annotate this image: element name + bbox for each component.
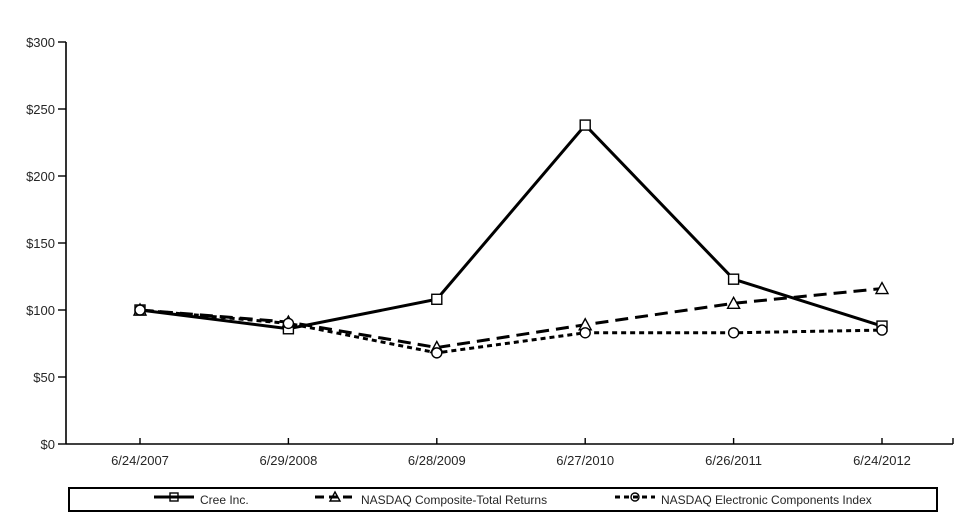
series-circle — [134, 304, 888, 359]
x-tick-label: 6/29/2008 — [259, 453, 317, 468]
circle-marker-icon — [134, 304, 146, 316]
square-marker-icon — [579, 119, 591, 131]
series-square — [134, 119, 888, 335]
y-tick-label: $0 — [41, 437, 55, 452]
circle-marker-icon — [630, 492, 640, 502]
legend-label: NASDAQ Composite-Total Returns — [361, 492, 548, 507]
y-tick-label: $300 — [26, 35, 55, 50]
series-line — [139, 287, 883, 350]
x-tick-label: 6/28/2009 — [408, 453, 466, 468]
legend: Cree Inc. NASDAQ Composite-Total Returns… — [68, 487, 938, 512]
legend-sample-svg — [315, 490, 355, 502]
y-tick-label: $150 — [26, 236, 55, 251]
legend-sample-svg — [154, 492, 194, 502]
legend-item-nasdaq-composite: NASDAQ Composite-Total Returns — [315, 489, 547, 510]
y-tick-label: $100 — [26, 303, 55, 318]
solid-line-square-marker-icon — [154, 490, 194, 509]
square-marker-icon — [431, 293, 443, 305]
series-line — [139, 122, 883, 331]
triangle-marker-icon — [874, 281, 890, 295]
legend-item-cree: Cree Inc. — [154, 489, 249, 510]
legend-label: Cree Inc. — [200, 492, 249, 507]
y-tick-label: $50 — [33, 370, 55, 385]
x-tick-label: 6/27/2010 — [556, 453, 614, 468]
circle-marker-icon — [282, 317, 295, 330]
circle-marker-icon — [579, 327, 591, 339]
triangle-marker-icon — [328, 490, 342, 502]
dashed-line-triangle-marker-icon — [315, 490, 355, 509]
short-dash-line-circle-marker-icon — [615, 490, 655, 509]
legend-item-nasdaq-electronic: NASDAQ Electronic Components Index — [615, 489, 872, 510]
y-tick-label: $250 — [26, 102, 55, 117]
x-tick-label: 6/24/2007 — [111, 453, 169, 468]
x-tick-label: 6/24/2012 — [853, 453, 911, 468]
legend-label: NASDAQ Electronic Components Index — [661, 492, 872, 507]
legend-sample-svg — [615, 492, 655, 502]
x-tick-label: 6/26/2011 — [705, 453, 762, 468]
circle-marker-icon — [727, 327, 740, 339]
circle-marker-icon — [876, 324, 888, 336]
square-marker-icon — [169, 492, 179, 502]
triangle-marker-icon — [726, 295, 741, 309]
circle-marker-icon — [431, 347, 443, 359]
square-marker-icon — [727, 273, 740, 285]
series-line — [139, 308, 883, 355]
y-tick-label: $200 — [26, 169, 55, 184]
